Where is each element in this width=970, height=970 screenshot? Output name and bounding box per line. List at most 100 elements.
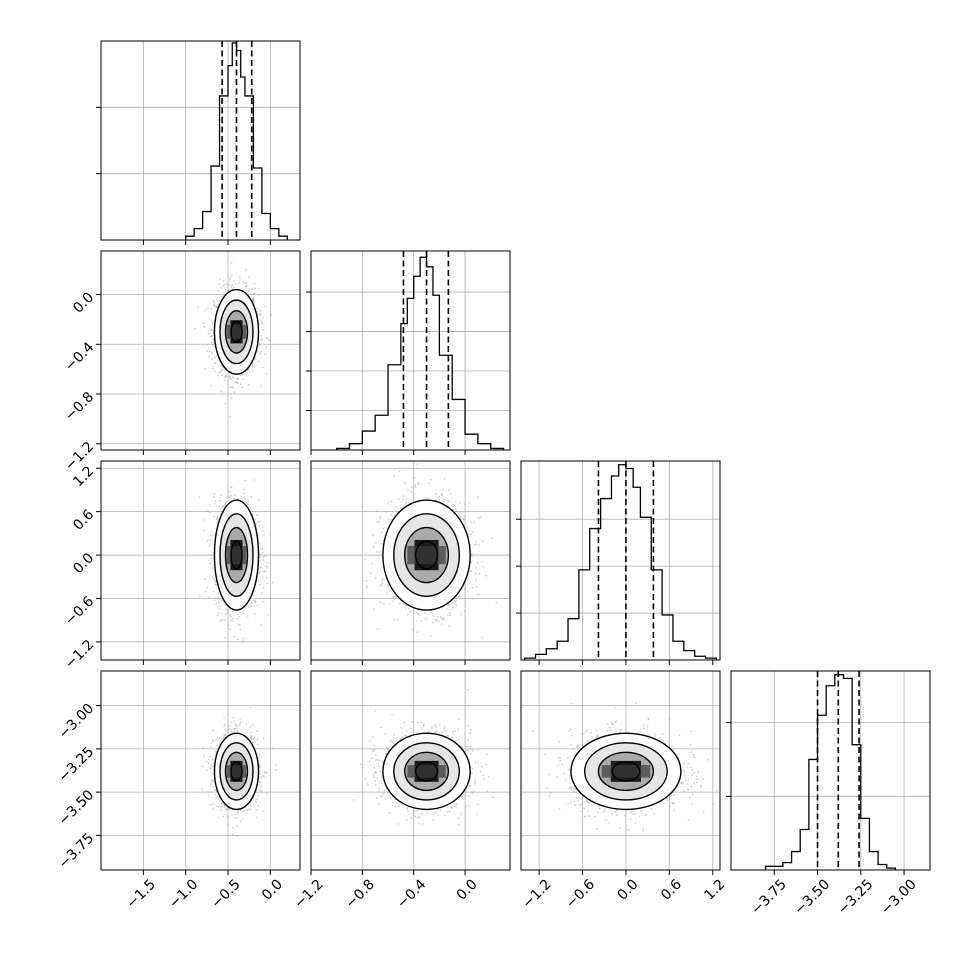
scatter-point	[594, 815, 596, 818]
scatter-point	[375, 542, 377, 544]
scatter-point	[198, 496, 201, 499]
scatter-point	[211, 321, 214, 324]
scatter-point	[672, 802, 674, 805]
scatter-point	[218, 601, 220, 604]
scatter-point	[223, 376, 226, 379]
scatter-point	[482, 774, 485, 777]
scatter-point	[250, 735, 253, 737]
scatter-point	[231, 731, 234, 733]
scatter-point	[668, 802, 671, 804]
scatter-point	[211, 772, 214, 775]
scatter-point	[472, 790, 475, 793]
scatter-point	[214, 500, 217, 503]
scatter-point	[379, 770, 381, 773]
scatter-point	[475, 543, 477, 545]
scatter-point	[242, 488, 245, 491]
scatter-point	[212, 342, 215, 344]
scatter-point	[406, 808, 408, 810]
scatter-point	[353, 799, 355, 801]
scatter-point	[236, 824, 239, 827]
scatter-point	[462, 519, 465, 521]
scatter-point	[442, 489, 445, 492]
scatter-point	[381, 776, 383, 779]
scatter-point	[230, 485, 232, 488]
scatter-point	[226, 823, 229, 826]
scatter-point	[231, 284, 233, 287]
scatter-point	[406, 730, 408, 732]
scatter-point	[385, 747, 388, 749]
scatter-point	[393, 619, 395, 621]
contour-line	[230, 540, 243, 570]
scatter-point	[216, 614, 219, 616]
scatter-point	[204, 590, 207, 593]
scatter-point	[397, 823, 399, 825]
scatter-point	[482, 565, 485, 568]
scatter-point	[445, 731, 448, 733]
contour-line	[393, 742, 460, 801]
scatter-point	[259, 789, 262, 792]
scatter-point	[231, 386, 234, 389]
scatter-point	[223, 725, 226, 728]
scatter-point	[477, 749, 479, 751]
scatter-point	[407, 607, 410, 610]
scatter-point	[409, 610, 411, 613]
scatter-point	[639, 731, 642, 734]
scatter-point	[449, 810, 451, 813]
scatter-point	[476, 516, 479, 519]
scatter-point	[385, 745, 387, 748]
scatter-point	[602, 811, 605, 813]
scatter-point	[468, 501, 471, 504]
scatter-point	[223, 283, 226, 286]
scatter-point	[218, 607, 221, 610]
scatter-point	[256, 738, 259, 740]
scatter-point	[470, 561, 473, 564]
scatter-point	[243, 497, 246, 500]
scatter-point	[576, 745, 578, 748]
scatter-point	[475, 593, 478, 595]
scatter-point	[587, 815, 590, 818]
scatter-point	[441, 617, 443, 620]
scatter-point	[469, 582, 471, 585]
scatter-point	[242, 818, 245, 821]
scatter-point	[260, 624, 263, 627]
scatter-point	[693, 756, 696, 759]
scatter-point	[251, 738, 254, 741]
scatter-point	[402, 495, 405, 498]
scatter-point	[230, 286, 233, 288]
scatter-point	[462, 517, 465, 520]
scatter-point	[217, 374, 220, 377]
scatter-point	[647, 718, 650, 721]
scatter-point	[210, 384, 213, 387]
scatter-point	[225, 730, 228, 732]
contour-line	[414, 761, 439, 782]
scatter-point	[247, 290, 250, 293]
scatter-point	[465, 746, 468, 748]
scatter-point	[443, 617, 446, 620]
scatter-point	[471, 748, 474, 751]
scatter-point	[214, 362, 217, 364]
scatter-point	[218, 371, 221, 374]
scatter-point	[215, 306, 218, 308]
scatter-point	[229, 377, 231, 380]
scatter-point	[255, 816, 258, 819]
scatter-point	[252, 299, 255, 302]
scatter-point	[425, 812, 428, 814]
scatter-point	[249, 808, 252, 811]
scatter-point	[242, 280, 244, 283]
scatter-point	[253, 282, 256, 285]
scatter-point	[470, 570, 473, 572]
density-core-block	[407, 545, 446, 565]
scatter-point	[212, 808, 215, 810]
scatter-point	[264, 555, 267, 557]
scatter-point	[211, 759, 214, 761]
diag-panel-0	[96, 40, 301, 241]
scatter-point	[223, 619, 226, 621]
scatter-point	[367, 784, 369, 786]
scatter-point	[441, 617, 444, 619]
scatter-point	[264, 353, 267, 356]
scatter-point	[239, 722, 241, 725]
panel-content	[364, 463, 498, 640]
scatter-point	[234, 724, 237, 727]
scatter-point	[591, 736, 594, 739]
scatter-point	[417, 612, 419, 615]
